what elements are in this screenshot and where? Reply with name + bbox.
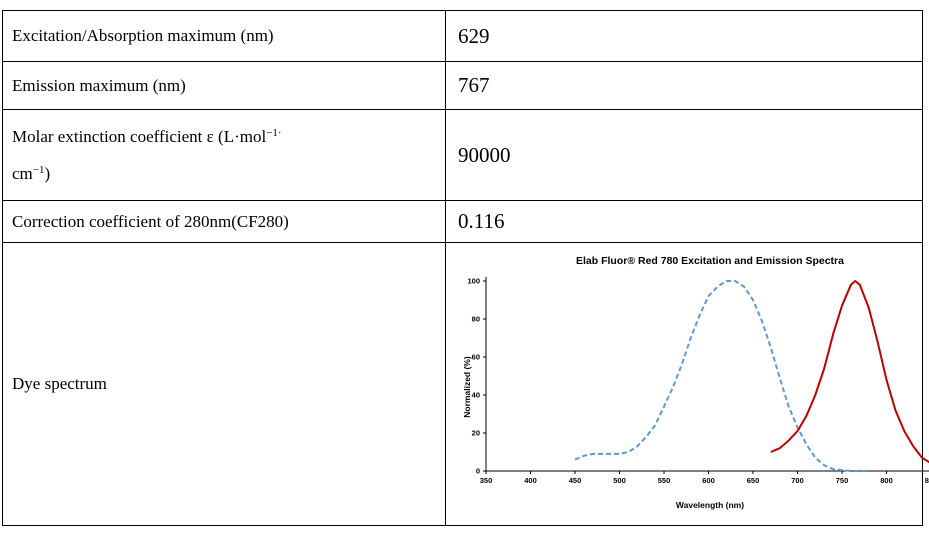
emission-label: Emission maximum (nm)	[2, 61, 446, 110]
molar-sup-1: −1·	[266, 127, 282, 139]
x-tick-label: 750	[836, 476, 849, 485]
y-tick-label: 60	[472, 352, 480, 361]
table-row: Correction coefficient of 280nm(CF280) 0…	[2, 200, 923, 243]
dye-properties-table: Excitation/Absorption maximum (nm) 629 E…	[2, 10, 929, 526]
excitation-curve	[574, 279, 869, 472]
table-row: Molar extinction coefficient ε (L·mol−1·…	[2, 109, 923, 201]
dye-spectrum-label: Dye spectrum	[2, 242, 446, 526]
emission-value: 767	[445, 61, 923, 110]
y-tick-label: 40	[472, 390, 480, 399]
x-tick-label: 550	[658, 476, 671, 485]
x-tick-label: 650	[747, 476, 760, 485]
y-tick-label: 80	[472, 314, 480, 323]
chart-title: Elab Fluor® Red 780 Excitation and Emiss…	[576, 255, 844, 267]
table-row: Dye spectrum Elab Fluor® Red 780 Excitat…	[2, 242, 929, 526]
table-row: Excitation/Absorption maximum (nm) 629	[2, 10, 923, 62]
molar-extinction-value: 90000	[445, 109, 923, 201]
x-tick-label: 400	[524, 476, 537, 485]
table-row: Emission maximum (nm) 767	[2, 61, 923, 110]
spectra-chart: Elab Fluor® Red 780 Excitation and Emiss…	[462, 255, 929, 510]
x-tick-label: 800	[880, 476, 893, 485]
excitation-value: 629	[445, 10, 923, 62]
x-tick-label: 850	[925, 476, 929, 485]
molar-extinction-label: Molar extinction coefficient ε (L·mol−1·…	[2, 109, 446, 201]
molar-text-3: )	[44, 164, 51, 183]
x-tick-label: 500	[613, 476, 626, 485]
y-tick-label: 100	[467, 276, 480, 285]
x-tick-label: 450	[569, 476, 582, 485]
correction-value: 0.116	[445, 200, 923, 243]
y-tick-label: 20	[472, 428, 480, 437]
chart-axes: 350 400 450 500 550 600 650 700 750 800 850 0 20 40 60…	[467, 276, 929, 485]
y-tick-label: 0	[476, 466, 480, 475]
molar-sup-2: −1	[32, 164, 45, 176]
x-tick-label: 350	[480, 476, 493, 485]
x-tick-label: 600	[702, 476, 715, 485]
molar-text-2: cm	[12, 164, 33, 183]
x-axis-label: Wavelength (nm)	[676, 500, 744, 510]
chart-series	[574, 279, 929, 472]
x-tick-label: 700	[791, 476, 804, 485]
y-axis-label: Normalized (%)	[462, 356, 472, 418]
dye-spectrum-cell: Elab Fluor® Red 780 Excitation and Emiss…	[445, 242, 929, 526]
emission-curve	[770, 279, 929, 463]
excitation-label: Excitation/Absorption maximum (nm)	[2, 10, 446, 62]
molar-text-1: Molar extinction coefficient ε (L·mol	[12, 127, 267, 146]
correction-label: Correction coefficient of 280nm(CF280)	[2, 200, 446, 243]
